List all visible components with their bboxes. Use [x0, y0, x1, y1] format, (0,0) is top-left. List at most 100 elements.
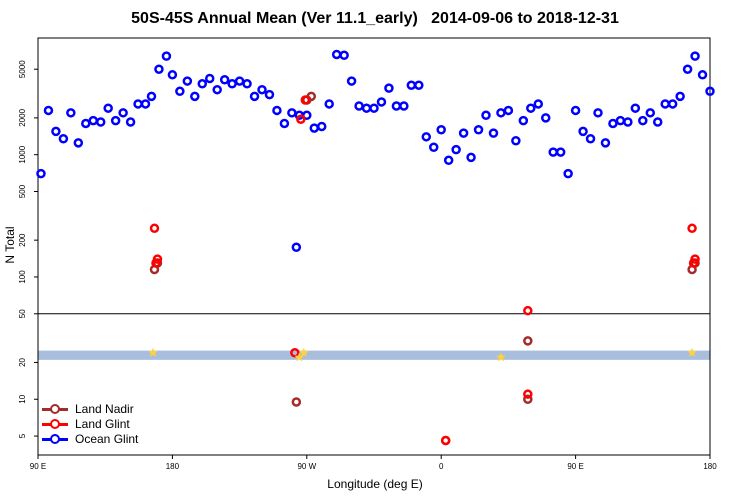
ocean-glint-point: [73, 138, 84, 148]
land-nadir-point: [291, 397, 302, 407]
ocean-glint-point: [585, 133, 596, 144]
land-nadir-point: [523, 394, 533, 404]
ocean-glint-point: [361, 103, 372, 113]
ocean-glint-point: [369, 103, 379, 113]
ocean-glint-point: [384, 83, 394, 93]
ocean-glint-point: [623, 117, 633, 127]
legend-label-land-glint: Land Glint: [75, 416, 130, 431]
ocean-glint-point: [563, 168, 573, 179]
legend-item-land-nadir: Land Nadir: [42, 401, 138, 416]
ocean-glint-point: [316, 121, 327, 132]
ocean-glint-point: [110, 115, 121, 126]
legend: Land Nadir Land Glint Ocean Glint: [42, 401, 138, 446]
ocean-glint-point: [428, 142, 439, 153]
ocean-glint-point: [66, 108, 76, 118]
legend-item-ocean-glint: Ocean Glint: [42, 431, 138, 446]
ocean-glint-point: [645, 108, 656, 118]
legend-swatch-ocean-glint: [42, 433, 68, 444]
land-glint-point: [290, 348, 300, 358]
star-marker: [299, 347, 309, 357]
land-glint-point: [523, 305, 533, 316]
ocean-glint-point: [190, 91, 200, 102]
ocean-glint-point: [511, 136, 521, 146]
ocean-glint-point: [705, 86, 715, 97]
ocean-glint-point: [227, 79, 237, 89]
x-tick-label: 90 E: [567, 462, 583, 471]
ocean-glint-point: [175, 86, 185, 97]
ocean-glint-point: [638, 115, 648, 126]
ocean-glint-point: [324, 99, 334, 109]
ocean-glint-point: [660, 99, 670, 109]
ocean-glint-point: [391, 101, 402, 111]
ocean-glint-point: [331, 49, 342, 60]
ocean-glint-point: [615, 115, 626, 126]
ocean-glint-point: [291, 242, 302, 252]
ocean-glint-point: [682, 64, 693, 74]
ocean-glint-point: [496, 108, 506, 118]
y-tick-label: 100: [18, 270, 27, 284]
ocean-glint-point: [406, 80, 417, 90]
ocean-glint-point: [95, 117, 106, 127]
ocean-glint-point: [146, 91, 157, 102]
legend-item-land-glint: Land Glint: [42, 416, 138, 431]
ocean-glint-point: [548, 147, 558, 157]
land-glint-point: [523, 389, 533, 399]
ocean-glint-point: [481, 110, 491, 121]
ocean-glint-point: [167, 70, 178, 80]
star-marker: [687, 347, 697, 357]
legend-label-ocean-glint: Ocean Glint: [75, 431, 139, 446]
legend-label-land-nadir: Land Nadir: [75, 401, 134, 416]
ocean-glint-point: [533, 99, 544, 109]
y-tick-label: 500: [18, 184, 27, 198]
y-axis-title: N Total: [3, 226, 17, 264]
ocean-glint-point: [58, 133, 69, 144]
ocean-glint-point: [436, 124, 446, 135]
ocean-glint-point: [309, 123, 320, 133]
ocean-glint-point: [421, 132, 432, 142]
ocean-glint-point: [204, 73, 215, 84]
ocean-glint-point: [376, 97, 387, 107]
legend-swatch-land-glint: [42, 418, 68, 429]
ocean-glint-point: [690, 51, 700, 61]
ocean-glint-point: [608, 118, 618, 129]
ocean-glint-point: [414, 80, 424, 90]
ocean-glint-point: [473, 124, 484, 135]
y-tick-label: 50: [18, 309, 27, 318]
land-glint-point: [300, 95, 311, 105]
y-tick-label: 10: [18, 394, 27, 403]
ocean-glint-point: [458, 128, 469, 138]
ocean-glint-point: [219, 75, 230, 85]
ocean-glint-point: [125, 117, 136, 127]
ocean-glint-point: [346, 76, 357, 86]
x-tick-label: 0: [439, 462, 444, 471]
ocean-glint-point: [182, 76, 193, 86]
ocean-glint-point: [36, 168, 46, 179]
x-tick-label: 90 W: [297, 462, 316, 471]
ocean-glint-point: [118, 108, 128, 118]
y-tick-label: 1000: [18, 145, 27, 163]
x-axis-title: Longitude (deg E): [327, 477, 423, 491]
land-glint-point: [152, 254, 163, 264]
y-tick-label: 200: [18, 233, 27, 247]
chart-title: 50S-45S Annual Mean (Ver 11.1_early) 201…: [131, 10, 619, 27]
ocean-glint-point: [257, 84, 267, 95]
land-glint-point: [296, 114, 306, 124]
ocean-glint-point: [488, 128, 499, 138]
ocean-glint-point: [518, 115, 529, 126]
ocean-glint-point: [667, 99, 678, 109]
land-glint-point: [690, 254, 700, 264]
land-nadir-point: [523, 336, 533, 346]
ocean-glint-point: [652, 117, 663, 127]
ocean-glint-point: [675, 91, 685, 102]
ocean-glint-point: [51, 126, 61, 137]
ocean-glint-point: [593, 108, 603, 118]
ocean-glint-point: [161, 51, 172, 61]
ocean-glint-point: [242, 79, 252, 89]
y-tick-label: 5: [18, 433, 27, 438]
ocean-glint-point: [578, 126, 588, 137]
land-glint-point: [687, 223, 697, 234]
ocean-glint-point: [103, 103, 113, 113]
star-marker: [148, 347, 158, 357]
ocean-glint-point: [526, 103, 536, 113]
